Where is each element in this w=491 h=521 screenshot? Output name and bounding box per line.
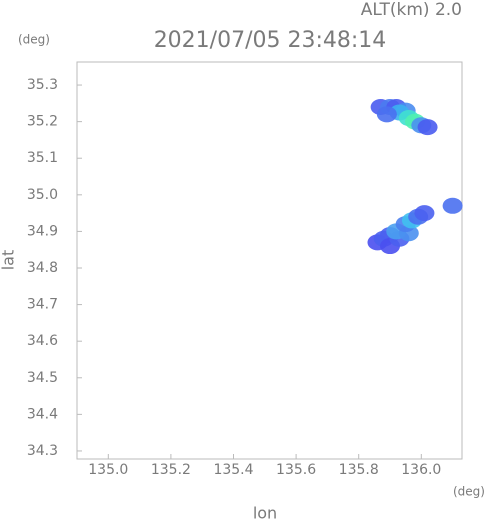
y-tick-label: 34.9 [27,223,58,239]
y-tick-label: 35.3 [27,77,58,93]
y-axis-label: lat [0,250,18,271]
x-tick-label: 135.0 [88,462,128,478]
y-unit: (deg) [18,33,50,47]
y-tick-label: 34.5 [27,370,58,386]
y-tick-label: 34.3 [27,443,58,459]
x-tick-label: 135.8 [339,462,379,478]
x-tick-label: 135.2 [151,462,191,478]
y-tick-label: 35.0 [27,187,58,203]
plot-frame [76,61,463,460]
x-unit: (deg) [453,485,485,499]
chart-title: 2021/07/05 23:48:14 [154,28,387,53]
annotation: ALT(km) 2.0 [361,0,462,20]
echo-cell [417,119,438,136]
y-tick-label: 34.4 [27,406,58,422]
y-tick-label: 35.1 [27,150,58,166]
echo-cell [442,197,463,214]
x-axis-label: lon [253,504,277,521]
y-tick-label: 35.2 [27,114,58,130]
y-tick-label: 34.7 [27,297,58,313]
x-tick-label: 135.4 [213,462,253,478]
x-tick-label: 135.6 [276,462,316,478]
echo-cell [414,205,435,222]
y-tick-label: 34.6 [27,333,58,349]
x-tick-label: 136.0 [401,462,441,478]
echo-cell [376,106,397,123]
y-tick-label: 34.8 [27,260,58,276]
